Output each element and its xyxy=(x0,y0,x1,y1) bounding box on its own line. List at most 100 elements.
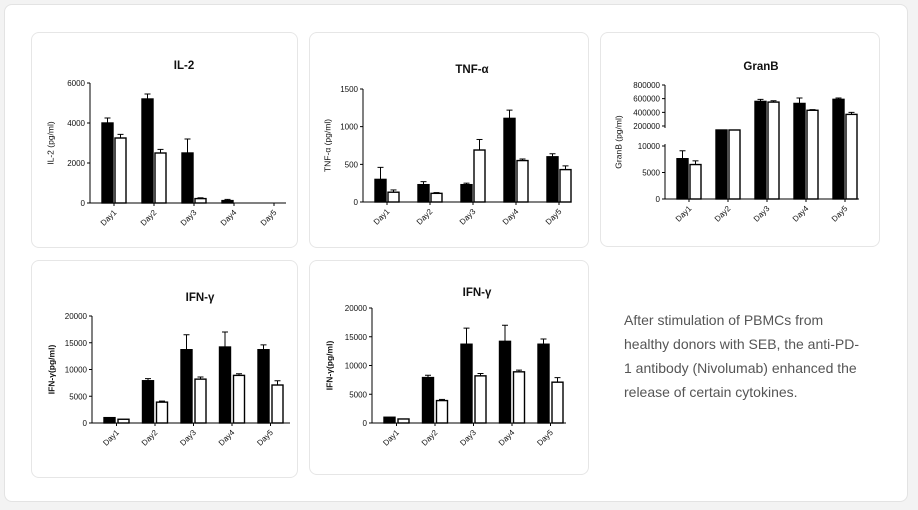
bar xyxy=(141,380,155,424)
y-axis-label: IL-2 (pg/ml) xyxy=(45,121,55,165)
y-tick-label: 20000 xyxy=(65,312,88,321)
x-tick-label: Day1 xyxy=(101,428,121,448)
y-tick-label: 0 xyxy=(83,419,88,428)
x-tick-label: Day4 xyxy=(501,207,521,227)
y-tick-label: 15000 xyxy=(65,339,88,348)
bar xyxy=(181,152,194,204)
y-tick-label: 600000 xyxy=(633,95,660,104)
x-tick-label: Day2 xyxy=(139,208,159,228)
bar xyxy=(194,378,207,424)
bar xyxy=(154,152,167,204)
y-tick-label: 0 xyxy=(363,419,368,428)
y-axis-label: IFN-γ(pg/ml) xyxy=(324,341,334,391)
x-tick-label: Day2 xyxy=(140,428,160,448)
bar xyxy=(383,416,396,424)
bar xyxy=(417,183,430,203)
bar xyxy=(689,163,702,200)
y-tick-label: 0 xyxy=(354,198,359,207)
y-tick-label: 5000 xyxy=(349,390,367,399)
bar xyxy=(460,343,473,424)
x-tick-label: Day3 xyxy=(178,428,198,448)
bar xyxy=(676,158,689,200)
bar xyxy=(559,168,572,203)
bar xyxy=(503,117,516,203)
x-tick-label: Day4 xyxy=(217,428,237,448)
y-tick-label: 4000 xyxy=(67,119,85,128)
bar xyxy=(374,178,387,203)
y-tick-label: 6000 xyxy=(67,79,85,88)
chart-card-ifng-1: IFN-γ 0 5000 10000 15000 20000 IFN-γ(pg/ml) Day… xyxy=(31,260,298,478)
bar xyxy=(397,418,410,424)
chart-title: IFN-γ xyxy=(463,287,492,299)
x-tick-label: Day3 xyxy=(458,428,478,448)
x-tick-label: Day1 xyxy=(674,204,694,224)
y-tick-label: 0 xyxy=(656,195,661,204)
y-tick-label: 20000 xyxy=(345,304,368,313)
x-tick-label: Day5 xyxy=(544,207,564,227)
bar xyxy=(516,159,529,203)
bar xyxy=(767,101,780,200)
y-axis-label: TNF-α (pg/ml) xyxy=(322,119,332,172)
bar xyxy=(430,192,443,203)
x-tick-label: Day1 xyxy=(381,428,401,448)
bar xyxy=(117,418,130,424)
bar xyxy=(537,343,550,424)
bar xyxy=(141,98,154,204)
bar xyxy=(180,349,193,424)
y-tick-label: 1000 xyxy=(340,123,358,132)
y-tick-label: 800000 xyxy=(633,81,660,90)
y-tick-label: 400000 xyxy=(633,108,660,117)
chart-title: TNF-α xyxy=(455,64,488,76)
bar xyxy=(754,100,767,200)
bar xyxy=(551,381,564,424)
x-tick-label: Day1 xyxy=(372,207,392,227)
x-tick-label: Day5 xyxy=(830,204,850,224)
x-tick-label: Day4 xyxy=(219,208,239,228)
y-tick-label: 200000 xyxy=(633,122,660,131)
bar xyxy=(806,109,819,200)
bar xyxy=(218,346,232,424)
chart-ifng-1: IFN-γ 0 5000 10000 15000 20000 IFN-γ(pg/ml) Day… xyxy=(46,292,290,448)
bar xyxy=(546,156,559,203)
x-tick-label: Day5 xyxy=(255,428,275,448)
y-tick-label: 15000 xyxy=(345,333,368,342)
chart-il2: IL-2 0 2000 4000 6000 IL-2 (pg/ml) Day1 Day2 Day… xyxy=(45,60,286,228)
chart-title: IL-2 xyxy=(174,60,194,72)
x-tick-label: Day4 xyxy=(791,204,811,224)
x-tick-label: Day5 xyxy=(259,208,279,228)
y-tick-label: 1500 xyxy=(340,85,358,94)
y-axis-label: GranB (pg/ml) xyxy=(613,115,623,169)
bar xyxy=(512,371,526,424)
x-tick-label: Day4 xyxy=(497,428,517,448)
bar xyxy=(232,374,246,424)
bar xyxy=(421,376,435,424)
y-tick-label: 0 xyxy=(81,199,86,208)
bar xyxy=(473,149,486,203)
chart-title: IFN-γ xyxy=(186,292,215,304)
x-tick-label: Day2 xyxy=(420,428,440,448)
chart-ifng-2: IFN-γ 0 5000 10000 15000 20000 IFN-γ(pg/ml) Day… xyxy=(324,287,566,448)
bar xyxy=(845,113,858,200)
bar xyxy=(114,137,127,204)
y-tick-label: 10000 xyxy=(65,366,88,375)
chart-card-tnfa: TNF-α 0 500 1000 1500 TNF-α (pg/ml) Day1 Day2 Da… xyxy=(309,32,589,248)
bar xyxy=(832,98,845,200)
x-tick-label: Day3 xyxy=(458,207,478,227)
bar xyxy=(793,102,806,200)
bar xyxy=(257,349,270,424)
x-tick-label: Day1 xyxy=(99,208,119,228)
y-tick-label: 500 xyxy=(345,160,359,169)
x-tick-label: Day2 xyxy=(415,207,435,227)
x-tick-label: Day3 xyxy=(752,204,772,224)
bar xyxy=(101,122,114,204)
chart-card-il2: IL-2 0 2000 4000 6000 IL-2 (pg/ml) Day1 Day2 Day… xyxy=(31,32,298,248)
bar xyxy=(498,340,512,424)
y-tick-label: 2000 xyxy=(67,159,85,168)
chart-granb: GranB 0 5000 10000 200000 400000 600000 800000 G… xyxy=(613,61,860,224)
y-axis-label: IFN-γ(pg/ml) xyxy=(46,345,56,395)
x-tick-label: Day2 xyxy=(713,204,733,224)
figure-description: After stimulation of PBMCs from healthy … xyxy=(624,312,860,400)
chart-title: GranB xyxy=(743,61,778,73)
x-tick-label: Day3 xyxy=(179,208,199,228)
chart-card-ifng-2: IFN-γ 0 5000 10000 15000 20000 IFN-γ(pg/ml) Day… xyxy=(309,260,589,475)
